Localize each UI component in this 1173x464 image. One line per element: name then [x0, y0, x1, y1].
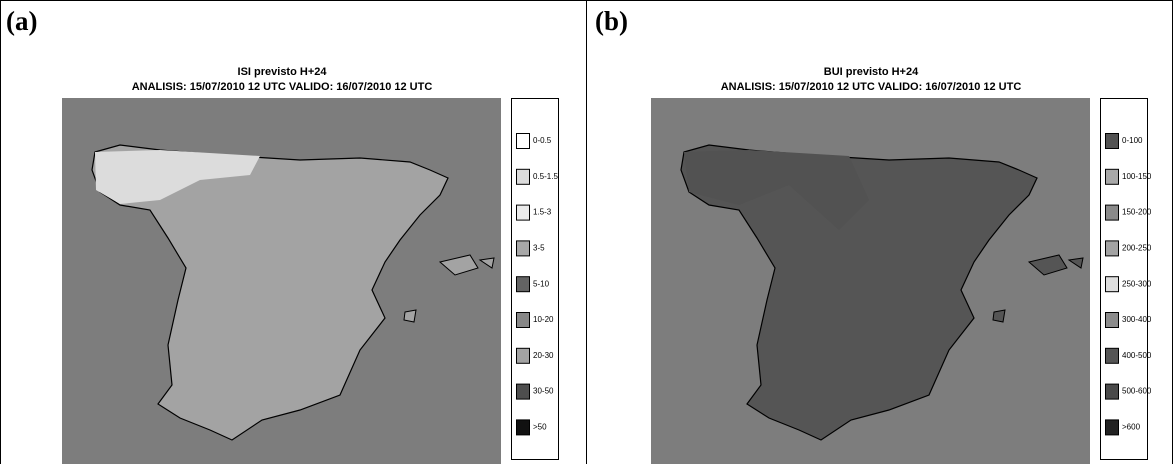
legend-label: 500-600 — [1122, 387, 1152, 396]
map-title: ISI previsto H+24 — [238, 66, 328, 78]
legend-swatch — [516, 276, 530, 293]
legend-label: >600 — [1122, 423, 1141, 432]
legend-swatch — [1105, 276, 1119, 293]
legend-label: 30-50 — [533, 387, 554, 396]
legend-label: 250-300 — [1122, 279, 1152, 288]
region-patch — [95, 150, 260, 204]
legend-label: 0-100 — [1122, 136, 1143, 145]
legend-swatch — [516, 133, 530, 149]
legend-label: 300-400 — [1122, 315, 1152, 324]
legend-label: 200-250 — [1122, 244, 1152, 253]
legend-label: 100-150 — [1122, 172, 1152, 181]
legend-label: 150-200 — [1122, 208, 1152, 217]
legend-label: 10-20 — [533, 315, 554, 324]
map-subtitle: ANALISIS: 15/07/2010 12 UTC VALIDO: 16/0… — [132, 81, 433, 93]
legend-label: 20-30 — [533, 351, 554, 360]
legend-label: 1.5-3 — [533, 208, 552, 217]
legend-swatch — [1105, 419, 1119, 436]
legend-swatch — [1105, 383, 1119, 400]
legend-swatch — [516, 204, 530, 221]
legend-label: 5-10 — [533, 279, 550, 288]
legend-label: 0.5-1.5 — [533, 172, 558, 181]
panel: (a) ISI previsto H+24 ANALISIS: 15/07/2010… — [6, 6, 559, 464]
legend-swatch — [516, 312, 530, 328]
land — [91, 144, 449, 441]
panel: (b) BUI previsto H+24 ANALISIS: 15/07/2010… — [595, 6, 1152, 464]
legend-swatch — [516, 383, 530, 400]
legend-swatch — [1105, 347, 1119, 364]
island — [478, 257, 495, 269]
legend-label: 400-500 — [1122, 351, 1152, 360]
legend-swatch — [1105, 240, 1119, 257]
island — [992, 309, 1006, 323]
map-subtitle: ANALISIS: 15/07/2010 12 UTC VALIDO: 16/0… — [721, 81, 1022, 93]
island — [403, 309, 417, 323]
legend-label: 0-0.5 — [533, 136, 552, 145]
legend-label: 3-5 — [533, 244, 545, 253]
panel-label: (b) — [595, 6, 628, 36]
legend-swatch — [516, 168, 530, 185]
legend-swatch — [1105, 133, 1119, 149]
legend-swatch — [516, 240, 530, 257]
panel-label: (a) — [6, 6, 37, 36]
region-patch — [684, 150, 869, 230]
legend-swatch — [1105, 204, 1119, 221]
land — [680, 144, 1038, 441]
island — [438, 254, 479, 276]
legend-swatch — [1105, 312, 1119, 328]
legend-label: >50 — [533, 423, 547, 432]
legend-swatch — [516, 347, 530, 364]
map-title: BUI previsto H+24 — [824, 66, 919, 78]
island — [1027, 254, 1068, 276]
legend-swatch — [516, 419, 530, 436]
legend-swatch — [1105, 168, 1119, 185]
island — [1067, 257, 1084, 269]
